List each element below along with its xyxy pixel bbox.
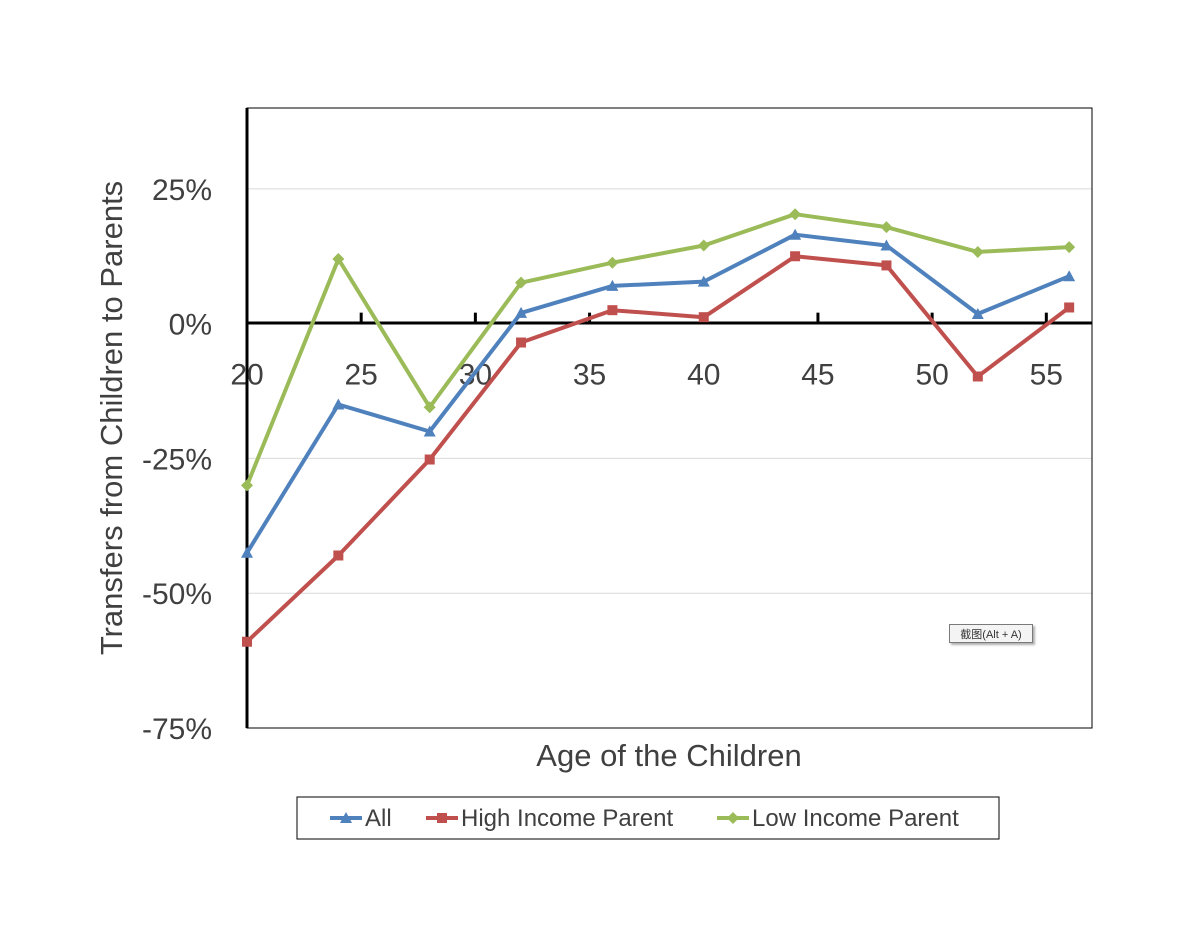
- data-point-all: [697, 275, 710, 287]
- y-tick-label: 0%: [169, 309, 212, 342]
- screenshot-tooltip: 截图(Alt + A): [949, 624, 1033, 643]
- legend-item-low-income-parent: Low Income Parent: [717, 805, 959, 832]
- series-all: [241, 228, 1076, 558]
- x-tick-label: 50: [915, 359, 948, 392]
- data-point-all: [789, 228, 802, 240]
- data-point-high-income-parent: [424, 454, 435, 465]
- series-lines: [241, 208, 1076, 647]
- x-axis-title: Age of the Children: [536, 738, 801, 773]
- x-tick-label: 45: [801, 359, 834, 392]
- y-tick-label: -75%: [142, 713, 212, 746]
- x-tick-label: 20: [230, 359, 263, 392]
- data-point-high-income-parent: [516, 337, 527, 348]
- x-tick-label: 40: [687, 359, 720, 392]
- data-point-low-income-parent: [515, 276, 528, 289]
- series-low-income-parent: [241, 208, 1076, 492]
- y-tick-label: -25%: [142, 443, 212, 476]
- y-tick-label: -50%: [142, 578, 212, 611]
- x-tick-label: 55: [1030, 359, 1063, 392]
- y-axis-tick-labels: 25% 0% -25% -50% -75%: [142, 174, 212, 746]
- data-point-high-income-parent: [242, 636, 252, 647]
- data-point-low-income-parent: [789, 208, 802, 221]
- data-point-all: [1063, 270, 1076, 282]
- data-point-low-income-parent: [241, 479, 253, 492]
- data-point-low-income-parent: [880, 221, 893, 234]
- data-point-high-income-parent: [333, 550, 344, 561]
- y-axis-title: Transfers from Children to Parents: [94, 181, 129, 655]
- series-line-low-income-parent: [245, 212, 1070, 487]
- data-point-low-income-parent: [606, 256, 619, 269]
- data-point-all: [241, 546, 253, 558]
- data-point-high-income-parent: [698, 312, 709, 323]
- data-point-low-income-parent: [971, 245, 984, 258]
- gridlines: [247, 188, 1092, 594]
- data-point-all: [971, 307, 984, 319]
- data-point-all: [880, 239, 893, 251]
- legend-label: Low Income Parent: [752, 805, 959, 832]
- legend-label: High Income Parent: [461, 805, 673, 832]
- data-point-low-income-parent: [332, 252, 345, 265]
- series-line-high-income-parent: [245, 254, 1071, 644]
- data-point-high-income-parent: [607, 305, 618, 316]
- legend-marker: [437, 813, 447, 823]
- data-point-all: [606, 279, 619, 291]
- data-point-all: [423, 425, 436, 437]
- y-tick-label: 25%: [152, 174, 212, 207]
- data-point-low-income-parent: [1063, 241, 1076, 254]
- legend-item-all: All: [330, 805, 392, 832]
- legend: All High Income Parent Low Income Parent: [296, 796, 1000, 840]
- series-line-all: [245, 232, 1070, 554]
- data-point-high-income-parent: [881, 260, 892, 271]
- data-point-low-income-parent: [423, 401, 436, 414]
- series-high-income-parent: [242, 251, 1075, 647]
- legend-marker: [340, 812, 352, 823]
- x-axis-tick-labels: 20 25 30 35 40 45 50 55: [230, 359, 1063, 392]
- legend-marker: [727, 812, 739, 824]
- legend-label: All: [365, 805, 392, 832]
- x-tick-label: 35: [573, 359, 606, 392]
- data-point-high-income-parent: [1064, 302, 1075, 313]
- data-point-low-income-parent: [697, 239, 710, 252]
- legend-item-high-income-parent: High Income Parent: [426, 805, 673, 832]
- data-point-high-income-parent: [972, 371, 983, 382]
- data-point-high-income-parent: [790, 251, 801, 262]
- legend-items: All High Income Parent Low Income Parent: [330, 805, 959, 832]
- data-point-all: [332, 398, 345, 410]
- data-point-all: [515, 306, 528, 318]
- x-tick-label: 25: [345, 359, 378, 392]
- legend-box: [296, 796, 1000, 840]
